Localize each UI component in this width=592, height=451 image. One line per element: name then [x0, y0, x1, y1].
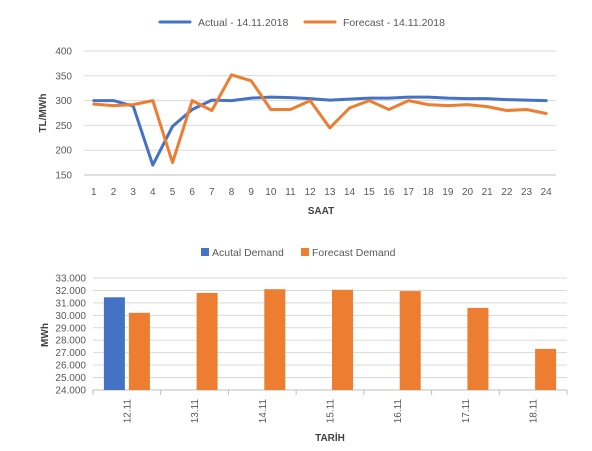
- line-chart-y-axis-title: TL/MWh: [38, 94, 49, 133]
- line-chart-y-tick-label: 150: [55, 171, 72, 182]
- bar-chart-x-ticks: 12.11 13.11 14.11 15.11 16.11 17.11 18.11: [122, 399, 539, 424]
- line-chart-x-ticks: 1 2 3 4 5 6 7 8 9 10 11 12 13 14 15 16 17 18 19 20 21 22 23 24: [91, 187, 552, 198]
- line-chart-x-tick-label: 20: [462, 187, 474, 198]
- bar-chart-y-tick-label: 31.000: [55, 298, 86, 309]
- line-chart-x-axis-title: SAAT: [308, 206, 334, 217]
- legend-swatch-forecast-demand: [301, 248, 309, 256]
- line-chart-x-tick-label: 4: [150, 187, 156, 198]
- bar-chart-x-axis-title: TARİH: [315, 431, 345, 444]
- line-chart-x-tick-label: 3: [130, 187, 136, 198]
- line-chart-y-tick-label: 350: [55, 71, 72, 82]
- bar-chart-y-tick-label: 29.000: [55, 323, 86, 334]
- bar-chart-y-tick-label: 26.000: [55, 361, 86, 372]
- line-chart-x-tick-label: 13: [324, 187, 336, 198]
- bar-chart-x-tick-label: 14.11: [258, 399, 269, 424]
- line-chart-legend: Actual - 14.11.2018 Forecast - 14.11.201…: [158, 17, 445, 29]
- line-chart-x-tick-label: 5: [170, 187, 176, 198]
- line-chart-y-ticks: 150 200 250 300 350 400: [55, 47, 72, 182]
- line-chart-x-tick-label: 19: [442, 187, 454, 198]
- line-chart-x-tick-label: 1: [91, 187, 97, 198]
- bar-chart-x-tick-label: 12.11: [122, 399, 133, 424]
- line-chart-x-tick-label: 10: [265, 187, 277, 198]
- bar-chart-x-tick-label: 17.11: [461, 399, 472, 424]
- bar-chart-y-tick-label: 32.000: [55, 286, 86, 297]
- line-chart: Actual - 14.11.2018 Forecast - 14.11.201…: [38, 17, 556, 217]
- legend-swatch-actual-demand: [201, 248, 209, 256]
- bar-chart-bars: [103, 289, 557, 390]
- bar-forecast-demand: [264, 289, 286, 390]
- line-chart-x-tick-label: 18: [423, 187, 435, 198]
- line-chart-series: [92, 73, 548, 167]
- line-chart-x-tick-label: 22: [501, 187, 513, 198]
- bar-chart-y-axis-title: MWh: [40, 323, 51, 347]
- line-chart-x-tick-label: 12: [305, 187, 317, 198]
- line-chart-x-tick-label: 23: [521, 187, 533, 198]
- line-chart-x-tick-label: 16: [383, 187, 395, 198]
- bar-chart-y-tick-label: 30.000: [55, 311, 86, 322]
- line-chart-x-tick-label: 24: [541, 187, 553, 198]
- bar-chart-x-tick-label: 16.11: [393, 399, 404, 424]
- bar-forecast-demand: [196, 292, 218, 390]
- bar-actual-demand: [103, 297, 125, 390]
- bar-chart-x-tick-label: 18.11: [529, 399, 540, 424]
- bar-chart-y-tick-label: 28.000: [55, 336, 86, 347]
- bar-forecast-demand: [128, 312, 150, 390]
- line-chart-y-tick-label: 250: [55, 121, 72, 132]
- bar-chart-y-tick-label: 33.000: [55, 274, 86, 285]
- line-chart-x-tick-label: 6: [189, 187, 195, 198]
- line-chart-x-tick-label: 7: [209, 187, 215, 198]
- line-chart-x-tick-label: 15: [364, 187, 376, 198]
- line-chart-x-tick-label: 2: [111, 187, 117, 198]
- line-chart-x-tick-label: 14: [344, 187, 356, 198]
- line-chart-x-tick-label: 8: [229, 187, 235, 198]
- bar-chart-y-tick-label: 27.000: [55, 348, 86, 359]
- series-line-forecast: [92, 73, 548, 165]
- series-line-actual: [92, 95, 548, 167]
- line-chart-x-tick-label: 11: [285, 187, 296, 198]
- bar-chart-y-tick-label: 25.000: [55, 373, 86, 384]
- legend-label-actual: Actual - 14.11.2018: [198, 17, 288, 29]
- line-chart-y-tick-label: 300: [55, 96, 72, 107]
- line-chart-x-tick-label: 17: [403, 187, 415, 198]
- bar-forecast-demand: [535, 348, 557, 390]
- bar-chart-x-tick-label: 13.11: [190, 399, 201, 424]
- bar-chart-gridlines: [92, 277, 568, 395]
- line-chart-y-tick-label: 400: [55, 47, 72, 58]
- legend-label-forecast: Forecast - 14.11.2018: [343, 17, 445, 29]
- line-chart-x-tick-label: 21: [482, 187, 494, 198]
- bar-chart-y-tick-label: 24.000: [55, 386, 86, 397]
- bar-forecast-demand: [399, 291, 421, 390]
- legend-label-forecast-demand: Forecast Demand: [312, 247, 396, 259]
- line-chart-x-tick-label: 9: [248, 187, 254, 198]
- bar-chart-legend: Acutal Demand Forecast Demand: [201, 247, 396, 259]
- bar-forecast-demand: [467, 307, 489, 390]
- bar-forecast-demand: [332, 289, 353, 390]
- bar-chart-x-tick-label: 15.11: [326, 399, 337, 424]
- legend-label-actual-demand: Acutal Demand: [212, 247, 284, 259]
- bar-chart: Acutal Demand Forecast Demand 24.000 25.0…: [40, 247, 568, 444]
- line-chart-y-tick-label: 200: [55, 146, 72, 157]
